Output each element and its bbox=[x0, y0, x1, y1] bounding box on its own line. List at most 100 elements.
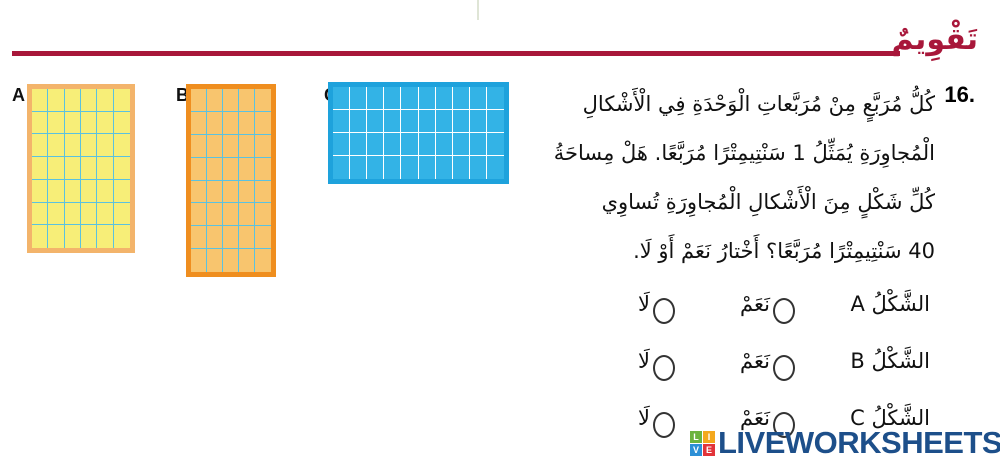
unit-square bbox=[350, 133, 368, 156]
liveworksheets-logo: L I V E LIVEWORKSHEETS bbox=[690, 425, 1000, 461]
unit-square bbox=[207, 203, 223, 227]
radio-yes[interactable] bbox=[773, 355, 795, 381]
unit-square bbox=[223, 203, 239, 227]
unit-square bbox=[113, 134, 130, 158]
unit-square bbox=[435, 133, 453, 156]
unit-square bbox=[401, 156, 419, 179]
unit-square bbox=[367, 133, 385, 156]
unit-square bbox=[191, 180, 207, 204]
unit-square bbox=[64, 202, 81, 226]
figure-b-label: B bbox=[176, 85, 189, 105]
unit-square bbox=[81, 179, 98, 203]
radio-no[interactable] bbox=[653, 412, 675, 438]
unit-square bbox=[32, 179, 49, 203]
unit-square bbox=[469, 87, 487, 110]
unit-square bbox=[255, 181, 271, 204]
figure-c-grid bbox=[328, 82, 509, 184]
no-label: لَا bbox=[638, 349, 650, 373]
unit-square bbox=[97, 111, 114, 135]
unit-square bbox=[207, 89, 223, 112]
unit-square bbox=[350, 110, 368, 133]
unit-square bbox=[64, 157, 81, 180]
unit-square bbox=[239, 157, 255, 181]
unit-square bbox=[191, 226, 207, 250]
radio-yes[interactable] bbox=[773, 412, 795, 438]
unit-square bbox=[452, 133, 470, 156]
yes-label: نَعَمْ bbox=[740, 406, 770, 430]
answer-label: الشَّكْلُ A bbox=[850, 292, 930, 316]
unit-square bbox=[48, 89, 65, 112]
unit-square bbox=[65, 225, 81, 248]
unit-square bbox=[191, 89, 207, 112]
answer-row-c: الشَّكْلُ C نَعَمْ لَا bbox=[610, 402, 930, 442]
unit-square bbox=[32, 225, 49, 248]
section-title: تَقْوِيمٌ bbox=[891, 22, 978, 57]
unit-square bbox=[207, 134, 223, 158]
unit-square bbox=[64, 134, 81, 158]
unit-square bbox=[384, 133, 402, 156]
no-label: لَا bbox=[638, 406, 650, 430]
unit-square bbox=[223, 226, 239, 250]
unit-square bbox=[97, 89, 114, 112]
answer-row-b: الشَّكْلُ B نَعَمْ لَا bbox=[610, 345, 930, 385]
unit-square bbox=[384, 87, 402, 110]
radio-no[interactable] bbox=[653, 355, 675, 381]
unit-square bbox=[435, 87, 453, 110]
unit-square bbox=[48, 157, 65, 180]
unit-square bbox=[223, 134, 239, 158]
divider bbox=[477, 0, 479, 20]
unit-square bbox=[367, 156, 385, 179]
unit-square bbox=[239, 180, 255, 204]
unit-square bbox=[486, 110, 504, 133]
radio-yes[interactable] bbox=[773, 298, 795, 324]
unit-square bbox=[207, 157, 223, 181]
unit-square bbox=[239, 111, 255, 135]
unit-square bbox=[435, 110, 453, 133]
unit-square bbox=[48, 202, 65, 226]
unit-square bbox=[469, 133, 487, 156]
unit-square bbox=[97, 134, 114, 158]
unit-square bbox=[81, 134, 98, 158]
unit-square bbox=[113, 89, 130, 112]
radio-no[interactable] bbox=[653, 298, 675, 324]
unit-square bbox=[255, 158, 271, 181]
unit-square bbox=[48, 225, 65, 248]
unit-square bbox=[239, 203, 255, 227]
unit-square bbox=[239, 226, 255, 250]
unit-square bbox=[48, 179, 65, 203]
unit-square bbox=[32, 202, 49, 226]
unit-square bbox=[239, 249, 255, 272]
unit-square bbox=[113, 157, 130, 180]
unit-square bbox=[64, 111, 81, 135]
figure-a-label: A bbox=[12, 85, 25, 105]
unit-square bbox=[333, 133, 351, 156]
unit-square bbox=[452, 87, 470, 110]
unit-square bbox=[350, 87, 368, 110]
unit-square bbox=[367, 110, 385, 133]
unit-square bbox=[32, 89, 49, 112]
unit-square bbox=[384, 110, 402, 133]
no-label: لَا bbox=[638, 292, 650, 316]
figure-a-grid bbox=[27, 84, 135, 253]
unit-square bbox=[239, 134, 255, 158]
unit-square bbox=[191, 203, 207, 227]
unit-square bbox=[207, 226, 223, 250]
unit-square bbox=[401, 133, 419, 156]
unit-square bbox=[32, 157, 49, 180]
unit-square bbox=[64, 89, 81, 112]
unit-square bbox=[113, 180, 130, 203]
unit-square bbox=[419, 156, 436, 179]
unit-square bbox=[32, 134, 49, 158]
unit-square bbox=[207, 249, 223, 272]
question-line: كُلِّ شَكْلٍ مِنَ الْأَشْكالِ الْمُجاوِر… bbox=[601, 190, 935, 214]
unit-square bbox=[223, 89, 239, 112]
unit-square bbox=[223, 111, 239, 135]
answer-label: الشَّكْلُ C bbox=[850, 406, 930, 430]
unit-square bbox=[81, 225, 98, 248]
unit-square bbox=[191, 157, 207, 181]
unit-square bbox=[255, 203, 271, 227]
logo-icon: L I V E bbox=[690, 430, 715, 456]
unit-square bbox=[384, 156, 402, 179]
unit-square bbox=[97, 202, 114, 226]
unit-square bbox=[333, 87, 351, 110]
